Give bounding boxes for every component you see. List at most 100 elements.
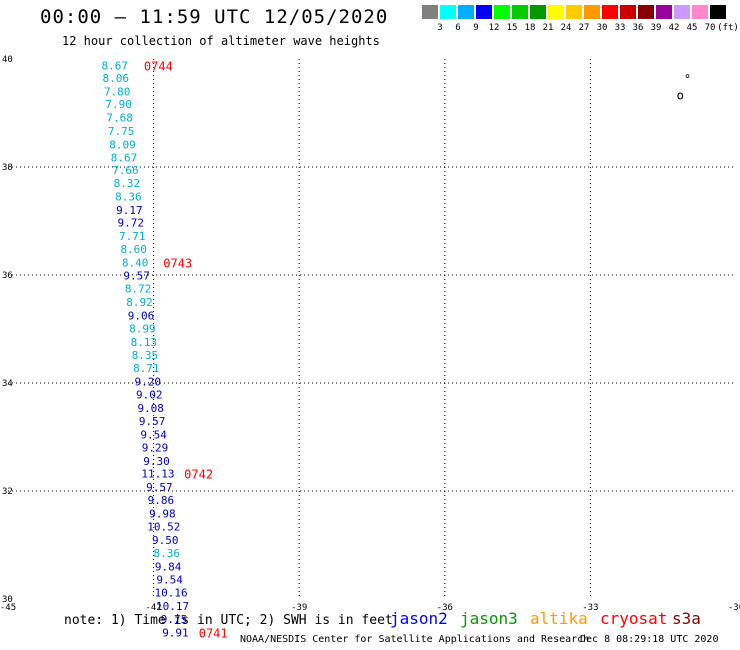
swh-value: 8.36 [153,547,180,560]
map-marker: o [677,89,684,103]
swh-value: 9.29 [142,441,169,454]
color-scale-label: 33 [614,23,626,33]
footer-credit: NOAA/NESDIS Center for Satellite Applica… [240,634,590,645]
swh-value: 9.57 [146,481,173,494]
color-swatch [440,5,456,19]
color-swatch [512,5,528,19]
note-text: note: 1) Time is in UTC; 2) SWH is in fe… [64,613,393,628]
x-tick-label: -33 [582,603,598,613]
color-swatch [566,5,582,19]
swh-value: 9.98 [149,508,176,521]
x-tick-label: -30 [728,603,740,613]
swh-value: 10.17 [156,600,189,613]
swh-value: 8.67 [102,59,129,72]
time-label: 0743 [163,257,192,271]
color-swatch [638,5,654,19]
color-scale-label: 24 [560,23,572,33]
swh-value: 7.75 [108,125,135,138]
y-tick-label: 38 [2,163,13,173]
color-swatch [674,5,690,19]
color-scale-label: 15 [506,23,518,33]
swh-value: 9.75 [161,613,188,626]
color-swatch [620,5,636,19]
color-scale-label: 21 [542,23,554,33]
swh-value: 9.72 [118,217,145,230]
legend-s3a: s3a [672,609,701,628]
swh-value: 8.71 [133,362,160,375]
swh-value: 9.86 [148,494,175,507]
swh-value: 8.72 [125,283,152,296]
swh-value: 8.32 [114,177,141,190]
swh-value: 9.17 [116,204,143,217]
swh-value: 9.06 [128,310,155,323]
swh-value: 8.09 [109,138,136,151]
x-tick-label: -39 [291,603,307,613]
swh-value: 7.90 [105,98,132,111]
color-scale-label: 3 [437,23,443,33]
swh-value: 8.13 [131,336,158,349]
color-scale-label: 45 [686,23,698,33]
swh-value: 9.20 [135,375,162,388]
color-scale-label: 9 [473,23,479,33]
x-tick-label: -36 [437,603,453,613]
color-swatch [476,5,492,19]
y-tick-label: 30 [2,595,13,605]
color-scale-label: 6 [455,23,461,33]
swh-value: 8.35 [132,349,159,362]
color-swatch [458,5,474,19]
legend-jason3: jason3 [460,609,518,628]
legend-altika: altika [530,609,588,628]
color-swatch [494,5,510,19]
swh-value: 9.54 [140,428,167,441]
color-scale-label: 70 [704,23,716,33]
swh-value: 8.06 [102,72,129,85]
footer-timestamp: Dec 8 08:29:18 UTC 2020 [580,634,719,645]
swh-value: 7.80 [104,85,131,98]
color-scale-label: 30 [596,23,608,33]
swh-value: 9.54 [156,574,183,587]
swh-value: 9.50 [152,534,179,547]
x-tick-label: -45 [0,603,16,613]
color-scale-label: (ft) [717,23,739,33]
swh-value: 9.30 [143,455,170,468]
time-label: 0741 [199,626,228,640]
y-tick-label: 40 [2,55,13,65]
color-swatch [656,5,672,19]
swh-value: 9.08 [137,402,164,415]
y-tick-label: 34 [2,379,13,389]
swh-value: 8.99 [129,322,156,335]
swh-value: 9.84 [155,561,182,574]
color-swatch [692,5,708,19]
x-tick-label: -42 [145,603,161,613]
color-scale-label: 39 [650,23,662,33]
color-scale-label: 12 [488,23,500,33]
swh-value: 8.67 [111,151,138,164]
swh-value: 8.60 [120,243,147,256]
swh-value: 9.02 [136,388,163,401]
color-swatch [422,5,438,19]
swh-value: 9.57 [123,270,150,283]
legend-cryosat: cryosat [600,609,668,628]
color-scale-label: 42 [668,23,680,33]
color-swatch [710,5,726,19]
page-title: 00:00 – 11:59 UTC 12/05/2020 [40,6,389,28]
color-swatch [602,5,618,19]
swh-value: 8.36 [115,191,142,204]
color-scale-label: 27 [578,23,590,33]
y-tick-label: 36 [2,271,13,281]
swh-value: 7.68 [106,111,133,124]
color-swatch [548,5,564,19]
swh-value: 10.52 [147,521,180,534]
legend-jason2: jason2 [390,609,448,628]
swh-value: 8.92 [126,296,153,309]
swh-value: 11.13 [141,468,174,481]
color-scale-label: 36 [632,23,644,33]
page-subtitle: 12 hour collection of altimeter wave hei… [62,34,380,48]
map-marker: ° [684,73,691,87]
swh-value: 9.91 [162,626,189,639]
swh-value: 10.16 [155,587,188,600]
time-label: 0744 [144,59,173,73]
swh-value: 7.71 [119,230,146,243]
y-tick-label: 32 [2,487,13,497]
